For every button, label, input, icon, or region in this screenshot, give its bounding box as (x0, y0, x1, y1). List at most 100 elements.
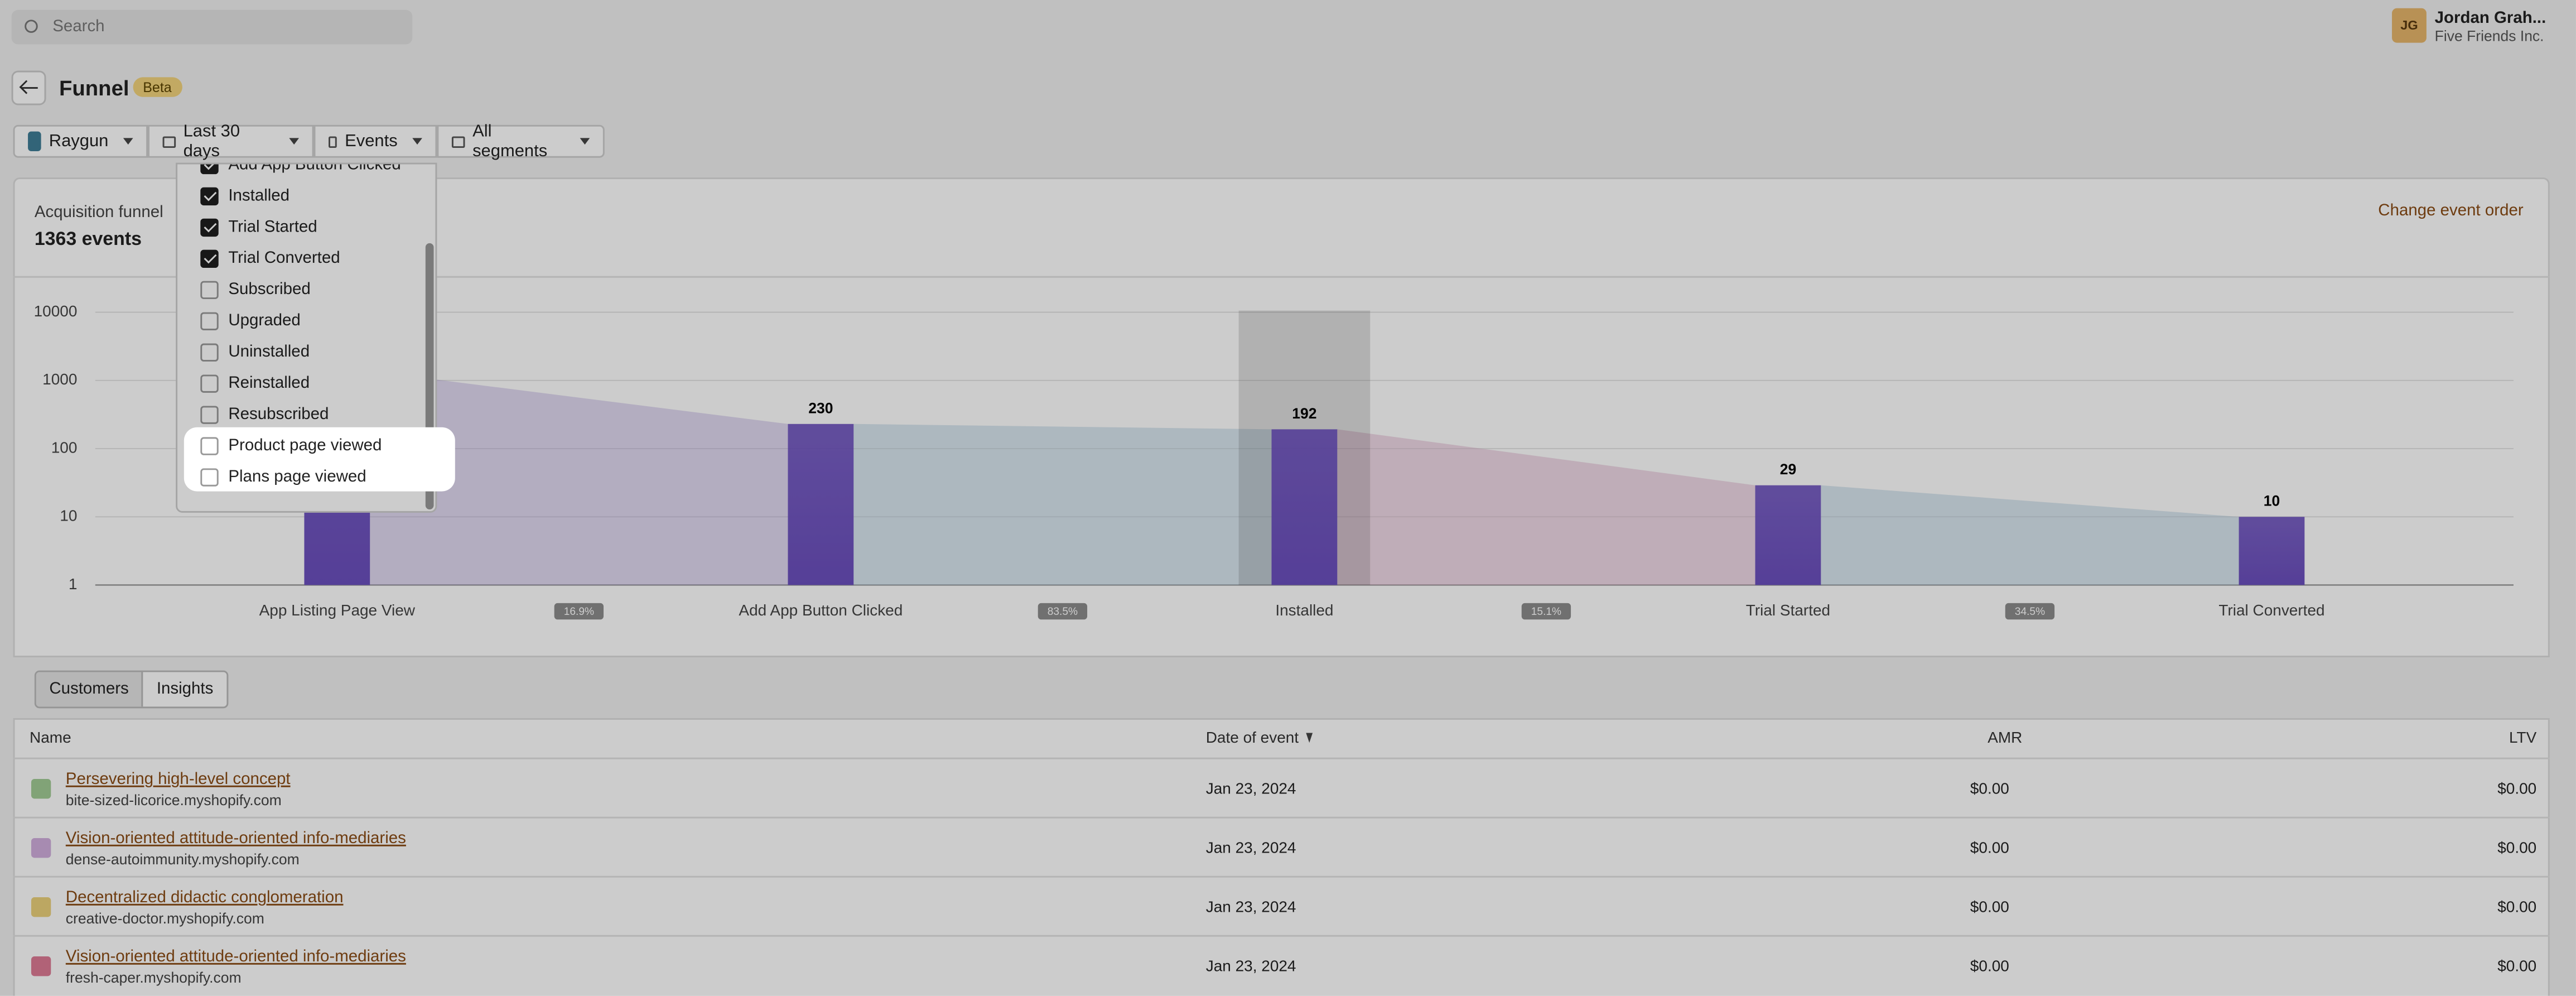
bar-value-label: 29 (1780, 461, 1796, 478)
filter-label: Events (345, 131, 398, 151)
table-row[interactable]: Decentralized didactic conglomeration cre… (13, 875, 2550, 937)
ltv: $0.00 (2497, 780, 2537, 799)
funnel-area (1821, 485, 2239, 585)
event-option[interactable]: Add App Button Clicked (177, 164, 424, 181)
x-tick-label: Installed (1275, 602, 1333, 619)
conversion-pill (2005, 603, 2055, 620)
funnel-chart: 1101001000100001363App Listing Page View… (34, 302, 2514, 620)
filter-button[interactable]: All segments (437, 121, 605, 161)
y-tick-label: 10 (60, 507, 77, 525)
bar-value-label: 10 (2264, 493, 2280, 509)
store-avatar (31, 897, 51, 917)
event-dropdown: Add App Button Clicked Installed Trial Sta… (176, 162, 437, 513)
event-label: Uninstalled (228, 343, 310, 362)
store-name-link[interactable]: Persevering high-level concept (65, 771, 291, 789)
bar (1271, 429, 1338, 585)
event-option[interactable]: Reinstalled (177, 368, 424, 400)
sort-icon (1306, 733, 1313, 743)
funnel-area (853, 424, 1272, 585)
event-option[interactable]: Subscribed (177, 275, 424, 306)
filter-button[interactable]: Raygun (13, 124, 148, 158)
amr: $0.00 (1970, 780, 2009, 799)
store-domain: fresh-caper.myshopify.com (65, 969, 242, 987)
event-option[interactable]: Upgraded (177, 306, 424, 337)
filter-button[interactable]: Last 30 days (148, 121, 314, 161)
store-avatar (31, 838, 51, 858)
conversion-label: 16.9% (564, 606, 594, 618)
back-button[interactable] (11, 70, 46, 105)
event-label: Plans page viewed (228, 468, 366, 487)
store-name-link[interactable]: Vision-oriented attitude-oriented info-m… (65, 830, 406, 848)
caret (289, 138, 300, 145)
column-header: Name (30, 729, 71, 748)
checkbox (200, 164, 219, 175)
tab-group: Customers Insights (34, 670, 228, 709)
checkbox (200, 249, 219, 268)
filter-button[interactable]: Events (313, 124, 437, 158)
event-date: Jan 23, 2024 (1205, 957, 1296, 976)
back-arrow (21, 87, 38, 90)
checkbox (200, 187, 219, 206)
app-icon (28, 131, 41, 151)
y-tick-label: 1 (69, 575, 78, 593)
ltv: $0.00 (2497, 839, 2537, 858)
funnel-area (1337, 429, 1755, 585)
event-date: Jan 23, 2024 (1205, 780, 1296, 799)
y-tick-label: 100 (51, 439, 78, 456)
amr: $0.00 (1970, 898, 2009, 917)
event-label: Subscribed (228, 281, 311, 300)
search-box[interactable]: Search (11, 9, 413, 45)
table-row[interactable]: Vision-oriented attitude-oriented info-m… (13, 935, 2550, 996)
filter-label: Last 30 days (183, 121, 240, 161)
user-name: Jordan Grah... (2434, 9, 2546, 28)
conversion-pill (554, 603, 604, 620)
event-date: Jan 23, 2024 (1205, 839, 1296, 858)
checkbox (200, 343, 219, 362)
tab[interactable]: Insights (156, 680, 214, 699)
card-label: Acquisition funnel (34, 204, 163, 222)
event-option[interactable]: Trial Started (177, 212, 424, 243)
search-placeholder: Search (52, 18, 105, 36)
bar (1755, 485, 1821, 585)
bar (788, 424, 854, 585)
avatar[interactable]: JG (2392, 8, 2427, 43)
event-option[interactable]: Resubscribed (177, 400, 424, 431)
change-order-link[interactable]: Change event order (2378, 202, 2524, 220)
event-label: Trial Started (228, 218, 317, 237)
store-name-link[interactable]: Decentralized didactic conglomeration (65, 889, 344, 907)
page-title: Funnel (59, 75, 129, 100)
card-divider (13, 276, 2550, 278)
funnel-area (370, 371, 788, 585)
conversion-label: 34.5% (2015, 606, 2045, 618)
amr: $0.00 (1970, 957, 2009, 976)
event-label: Installed (228, 187, 290, 206)
store-avatar (31, 956, 51, 976)
conversion-label: 15.1% (1531, 606, 1561, 618)
event-option[interactable]: Trial Converted (177, 243, 424, 275)
event-date: Jan 23, 2024 (1205, 898, 1296, 917)
event-option[interactable]: Uninstalled (177, 337, 424, 368)
checkbox (200, 406, 219, 424)
table-row[interactable]: Vision-oriented attitude-oriented info-m… (13, 816, 2550, 878)
x-tick-label: Add App Button Clicked (739, 602, 903, 619)
table-row[interactable]: Persevering high-level concept bite-sized… (13, 757, 2550, 819)
beta-badge: Beta (133, 77, 182, 97)
event-option[interactable]: Installed (177, 181, 424, 212)
filter-label: All segments (472, 121, 548, 161)
conversion-pill (1521, 603, 1571, 620)
card-total: 1363 events (34, 230, 142, 250)
event-option[interactable]: Plans page viewed (177, 462, 424, 493)
event-option[interactable]: Product page viewed (177, 431, 424, 462)
conversion-pill (1038, 603, 1088, 620)
amr: $0.00 (1970, 839, 2009, 858)
filter-icon (329, 135, 337, 147)
bar-value-label: 192 (1292, 405, 1316, 422)
checkbox (200, 281, 219, 300)
column-header[interactable]: Date of event (1205, 729, 1299, 748)
store-name-link[interactable]: Vision-oriented attitude-oriented info-m… (65, 948, 406, 966)
y-tick-label: 1000 (42, 371, 77, 388)
tab[interactable]: Customers (36, 672, 144, 707)
filter-label: Raygun (49, 131, 109, 151)
